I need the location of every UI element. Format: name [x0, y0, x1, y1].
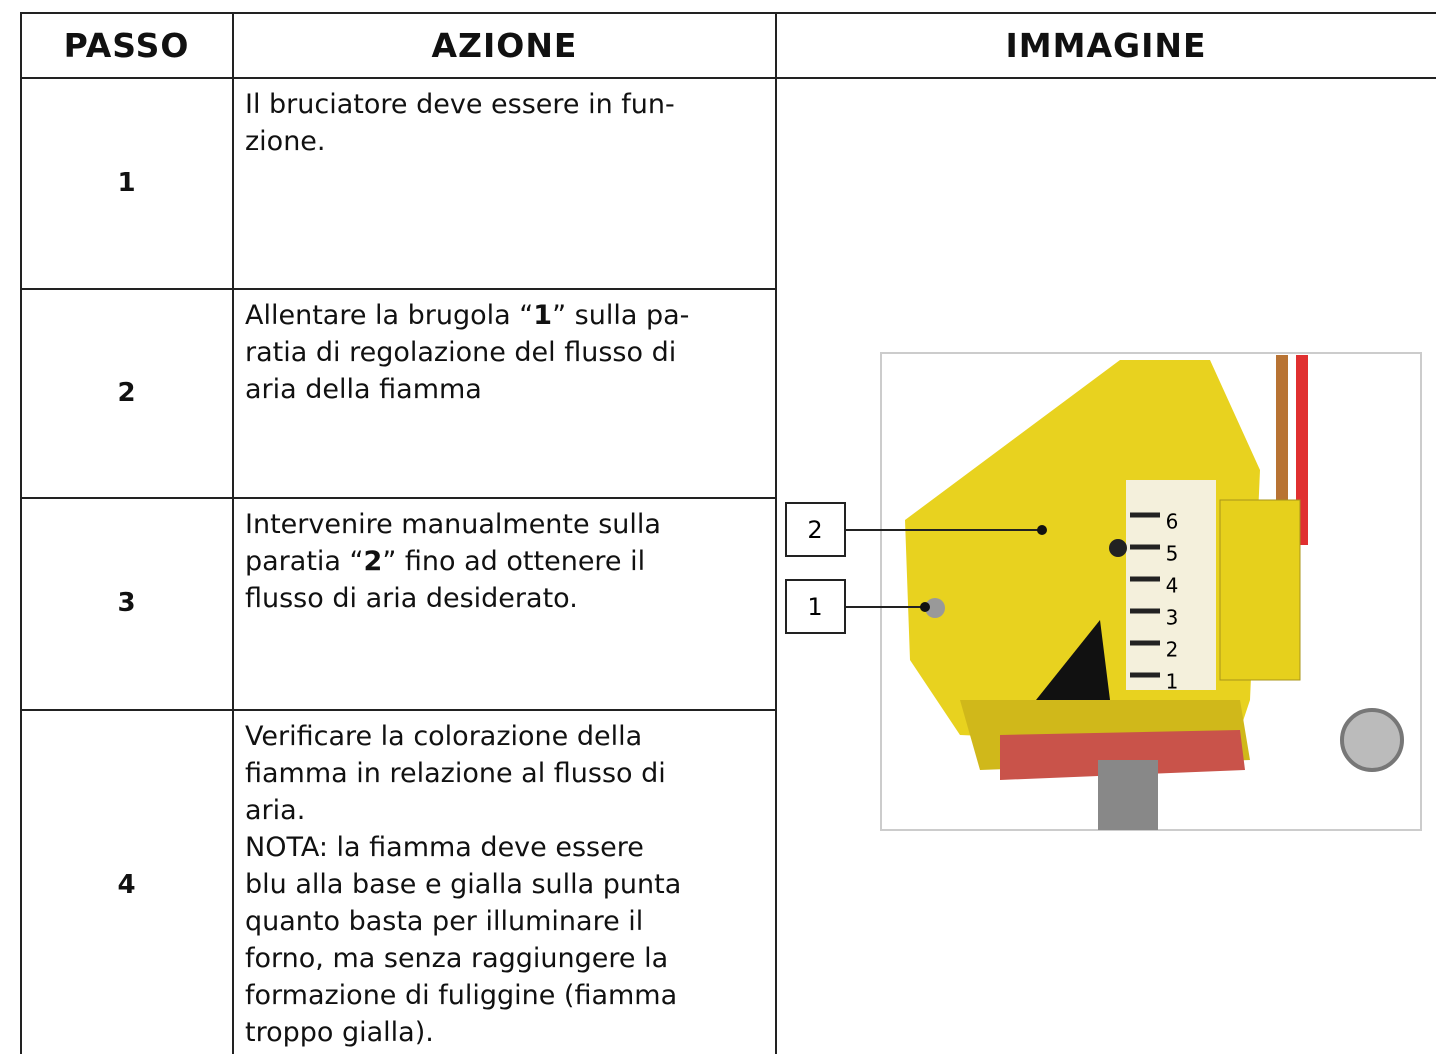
- text-run: ” sulla pa-: [552, 300, 690, 331]
- text-line: aria.: [245, 792, 681, 829]
- text-line: ratia di regolazione del flusso di: [245, 334, 689, 371]
- scale-label: 3: [1166, 606, 1179, 630]
- callout-label: 1: [807, 593, 822, 621]
- wire: [1296, 355, 1308, 545]
- text-line: Allentare la brugola “1” sulla pa-: [245, 297, 689, 334]
- text-run: formazione di fuliggine (fiamma: [245, 980, 678, 1011]
- callout-label: 2: [807, 516, 822, 544]
- text-run: Verificare la colorazione della: [245, 721, 643, 752]
- action-text: Il bruciatore deve essere in fun-zione.: [245, 86, 675, 160]
- scale-label: 2: [1166, 638, 1179, 662]
- fitting: [1340, 708, 1404, 772]
- text-run: troppo gialla).: [245, 1017, 434, 1048]
- screw: [1109, 539, 1127, 557]
- scale-label: 5: [1166, 542, 1179, 566]
- text-run: quanto basta per illuminare il: [245, 906, 644, 937]
- scale-label: 1: [1166, 670, 1179, 694]
- text-line: zione.: [245, 123, 675, 160]
- text-run: Allentare la brugola “: [245, 300, 534, 331]
- text-run: paratia “: [245, 546, 364, 577]
- border: [20, 12, 22, 1054]
- row-border: [20, 709, 777, 711]
- scale-label: 4: [1166, 574, 1179, 598]
- screw: [925, 598, 945, 618]
- action-text: Allentare la brugola “1” sulla pa-ratia …: [245, 297, 689, 408]
- label: [1000, 730, 1245, 780]
- text-line: blu alla base e gialla sulla punta: [245, 866, 681, 903]
- step-number: 2: [117, 377, 136, 408]
- text-line: flusso di aria desiderato.: [245, 580, 661, 617]
- action-text: Intervenire manualmente sulla paratia “2”…: [245, 506, 661, 617]
- border: [775, 12, 777, 1054]
- text-run: ” fino ad ottenere il: [382, 546, 646, 577]
- block: [1219, 499, 1301, 681]
- scale-label: 6: [1166, 510, 1179, 534]
- text-line: Verificare la colorazione della: [245, 718, 681, 755]
- text-run: 2: [363, 546, 383, 577]
- text-run: forno, ma senza raggiungere la: [245, 943, 669, 974]
- text-line: formazione di fuliggine (fiamma: [245, 977, 681, 1014]
- header-cell: PASSO: [63, 26, 190, 65]
- step-number: 1: [117, 167, 136, 198]
- text-line: troppo gialla).: [245, 1014, 681, 1051]
- text-run: fiamma in relazione al flusso di: [245, 758, 666, 789]
- text-line: aria della fiamma: [245, 371, 689, 408]
- action-text: Verificare la colorazione della fiamma in…: [245, 718, 681, 1051]
- text-run: flusso di aria desiderato.: [245, 583, 578, 614]
- callout-dot: [920, 602, 930, 612]
- step-number: 3: [117, 588, 136, 618]
- text-run: zione.: [245, 126, 326, 157]
- text-line: fiamma in relazione al flusso di: [245, 755, 681, 792]
- callout-box: [785, 579, 846, 634]
- text-run: NOTA: la fiamma deve essere: [245, 832, 644, 863]
- text-run: aria.: [245, 795, 306, 826]
- text-line: paratia “2” fino ad ottenere il: [245, 543, 661, 580]
- text-line: Il bruciatore deve essere in fun-: [245, 86, 675, 123]
- pipe: [1276, 355, 1288, 505]
- text-run: ratia di regolazione del flusso di: [245, 337, 677, 368]
- text-line: quanto basta per illuminare il: [245, 903, 681, 940]
- text-run: 1: [533, 300, 553, 331]
- text-line: NOTA: la fiamma deve essere: [245, 829, 681, 866]
- text-line: Intervenire manualmente sulla: [245, 506, 661, 543]
- text-run: blu alla base e gialla sulla punta: [245, 869, 682, 900]
- text-line: forno, ma senza raggiungere la: [245, 940, 681, 977]
- callout-dot: [1037, 525, 1047, 535]
- border: [20, 77, 1436, 79]
- header-cell: IMMAGINE: [1005, 26, 1207, 65]
- row-border: [20, 497, 777, 499]
- step-number: 4: [117, 870, 136, 900]
- border: [232, 12, 234, 1054]
- row-border: [20, 288, 777, 290]
- text-run: Il bruciatore deve essere in fun-: [245, 89, 675, 120]
- nut: [1098, 760, 1158, 830]
- text-run: aria della fiamma: [245, 374, 482, 405]
- header-cell: AZIONE: [431, 26, 578, 65]
- border: [20, 12, 1436, 14]
- text-run: Intervenire manualmente sulla: [245, 509, 661, 540]
